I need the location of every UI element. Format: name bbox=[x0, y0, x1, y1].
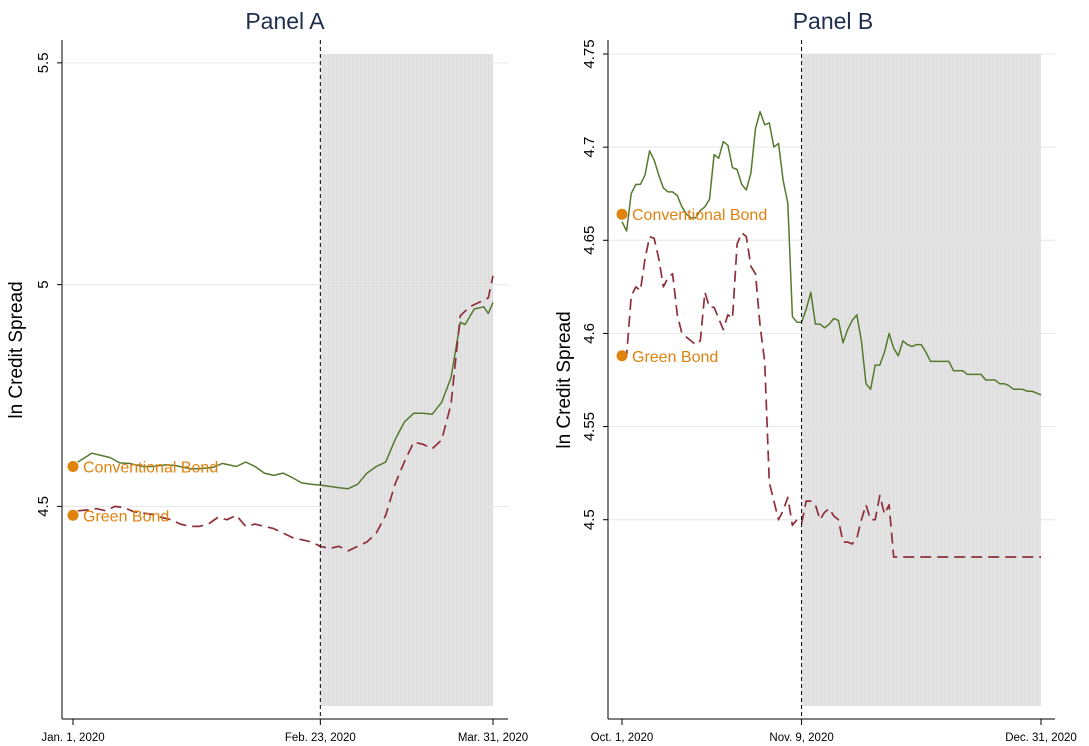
panel-a-annotation-label: Conventional Bond bbox=[83, 459, 218, 476]
panel-a-x-tick-label: Jan. 1, 2020 bbox=[41, 732, 104, 744]
panel-b-annotation-marker bbox=[616, 208, 628, 220]
panel-a-axes: 4.5 5 5.5 Jan. 1, 2020 Feb. 23, 2020 Mar. 31,… bbox=[35, 40, 528, 744]
panel-b-annotation-label: Conventional Bond bbox=[632, 207, 767, 224]
panel-b-series-green-bond-line bbox=[621, 231, 1041, 558]
panel-a-x-tick-label: Feb. 23, 2020 bbox=[285, 732, 356, 744]
panel-b-y-tick-label: 4.75 bbox=[581, 39, 598, 68]
panel-b-y-tick-label: 4.65 bbox=[581, 226, 598, 255]
panel-b-gridlines bbox=[609, 53, 1055, 521]
panel-b-y-tick-label: 4.55 bbox=[581, 412, 598, 441]
panel-a-y-tick-label: 5 bbox=[35, 280, 52, 288]
panel-a-y-axis-label: ln Credit Spread bbox=[6, 281, 27, 418]
panel-b-y-tick-label: 4.6 bbox=[581, 323, 598, 344]
panel-a: 4.5 5 5.5 Jan. 1, 2020 Feb. 23, 2020 Mar. 31,… bbox=[6, 8, 528, 744]
panel-b-x-tick-label: Oct. 1, 2020 bbox=[591, 732, 654, 744]
panel-b-series bbox=[621, 110, 1042, 558]
panel-a-y-tick-label: 5.5 bbox=[35, 52, 52, 73]
panel-b-title: Panel B bbox=[793, 8, 874, 34]
panel-b-series-conventional-bond-line bbox=[621, 110, 1042, 396]
panel-b-x-tick-label: Nov. 9, 2020 bbox=[769, 732, 833, 744]
panel-a-shade-rect bbox=[320, 54, 493, 706]
panel-b-shaded-region bbox=[801, 54, 1041, 706]
panel-b: 4.5 4.55 4.6 4.65 4.7 4.75 Oct. 1, 2020 Nov. 9,… bbox=[554, 8, 1077, 744]
panel-b-x-tick-label: Dec. 31, 2020 bbox=[1005, 732, 1077, 744]
panel-a-shaded-region bbox=[320, 54, 493, 706]
panel-b-annotation-marker bbox=[616, 350, 628, 362]
panel-a-annotation-marker bbox=[67, 460, 79, 472]
panel-a-title: Panel A bbox=[245, 8, 325, 34]
panel-a-series-conventional-bond-line bbox=[77, 302, 494, 490]
panel-b-y-axis-label: ln Credit Spread bbox=[554, 311, 575, 448]
panel-a-y-tick-label: 4.5 bbox=[35, 496, 52, 517]
panel-a-gridlines bbox=[63, 62, 508, 507]
panel-b-axes: 4.5 4.55 4.6 4.65 4.7 4.75 Oct. 1, 2020 Nov. 9,… bbox=[581, 39, 1077, 744]
panel-a-series-green-bond-line bbox=[77, 275, 494, 552]
panel-a-annotation-label: Green Bond bbox=[83, 508, 169, 525]
panel-a-annotation-marker bbox=[67, 509, 79, 521]
panel-a-annotations: Conventional Bond Green Bond bbox=[67, 459, 218, 525]
panel-a-series bbox=[77, 275, 494, 552]
panel-b-y-tick-label: 4.7 bbox=[581, 137, 598, 158]
panel-b-y-tick-label: 4.5 bbox=[581, 509, 598, 530]
panel-b-annotation-label: Green Bond bbox=[632, 349, 718, 366]
panel-b-annotations: Conventional Bond Green Bond bbox=[616, 207, 767, 366]
panel-a-x-tick-label: Mar. 31, 2020 bbox=[458, 732, 528, 744]
